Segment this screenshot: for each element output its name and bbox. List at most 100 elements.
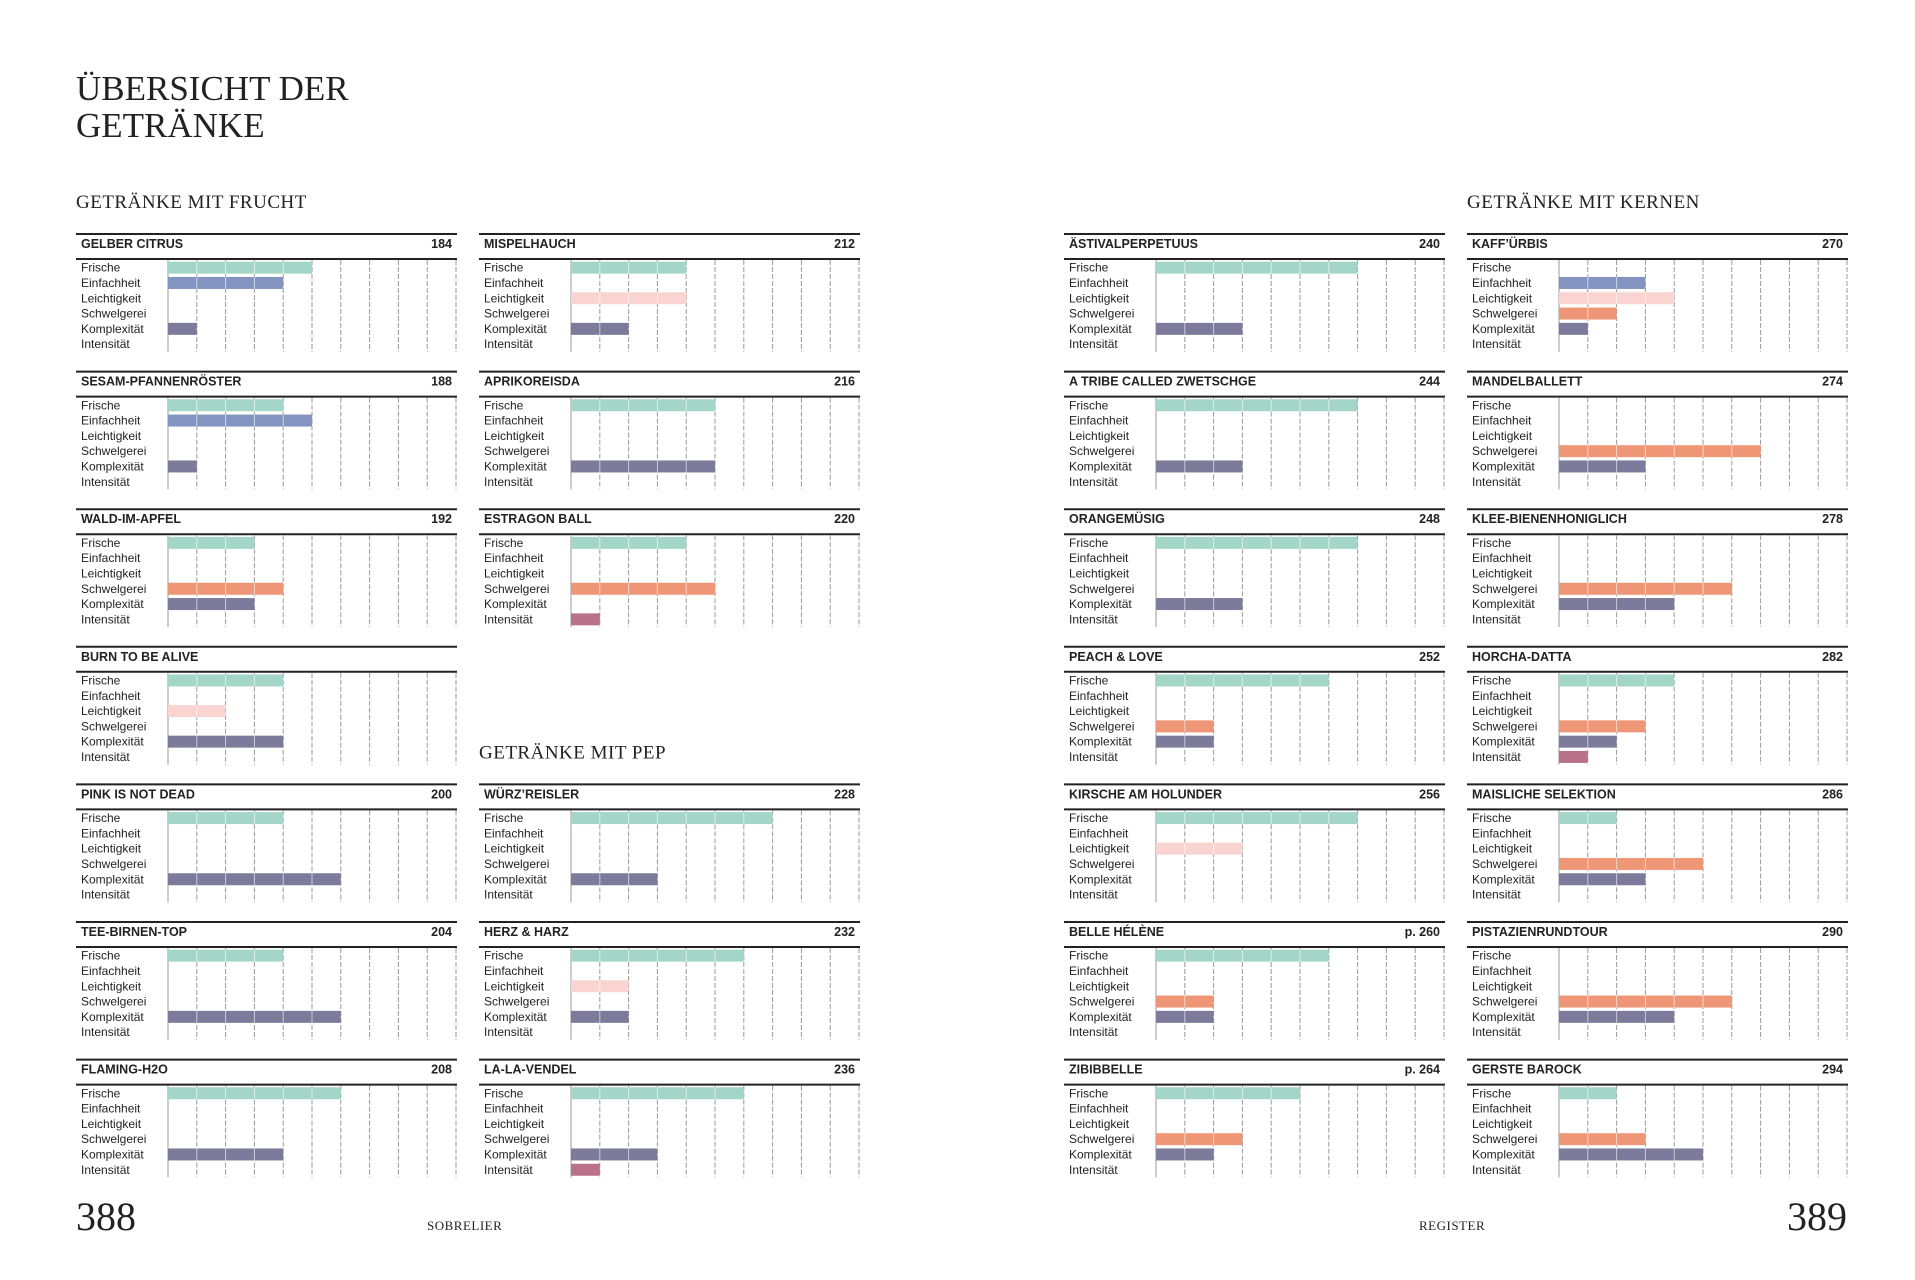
drink-name: ESTRAGON BALL	[484, 512, 592, 526]
attribute-label: Komplexität	[81, 322, 144, 336]
attribute-label: Leichtigkeit	[1069, 979, 1130, 993]
attribute-label: Einfachheit	[1069, 276, 1129, 290]
attribute-label: Frische	[484, 261, 524, 275]
drink-card: SESAM-PFANNENRÖSTER 188 Frische Einfachheit…	[76, 370, 457, 490]
bar	[571, 613, 600, 626]
page-ref: 274	[1822, 375, 1843, 389]
page-ref: 248	[1419, 512, 1440, 526]
attribute-label: Komplexität	[81, 872, 144, 886]
attribute-label: Schwelgerei	[484, 444, 549, 458]
attribute-label: Einfachheit	[1472, 1102, 1532, 1116]
bar	[1156, 460, 1243, 473]
drink-card: HORCHA-DATTA 282 Frische EinfachheitLeichti…	[1467, 645, 1848, 765]
attribute-label: Einfachheit	[81, 551, 141, 565]
attribute-label: Frische	[1472, 1086, 1512, 1100]
attribute-label: Intensität	[81, 750, 130, 764]
attribute-label: Frische	[1069, 1086, 1109, 1100]
page-ref: 290	[1822, 925, 1843, 939]
drink-name: KIRSCHE AM HOLUNDER	[1069, 787, 1222, 801]
attribute-label: Intensität	[1472, 475, 1521, 489]
bar	[1156, 536, 1358, 549]
attribute-label: Frische	[1069, 398, 1109, 412]
attribute-label: Intensität	[1069, 475, 1118, 489]
bar	[1559, 750, 1588, 763]
bar	[1156, 1133, 1243, 1146]
drink-card: APRIKOREISDA 216 Frische EinfachheitLeichti…	[479, 370, 860, 490]
attribute-label: Intensität	[1069, 750, 1118, 764]
drink-name: PISTAZIENRUNDTOUR	[1472, 925, 1608, 939]
bar	[1559, 1133, 1646, 1146]
page-ref: 252	[1419, 650, 1440, 664]
attribute-label: Intensität	[81, 888, 130, 902]
attribute-label: Intensität	[81, 1025, 130, 1039]
attribute-label: Leichtigkeit	[484, 1117, 545, 1131]
page-ref: p. 260	[1405, 925, 1440, 939]
drink-card: TEE-BIRNEN-TOP 204 FrischeEinfachheitLeich…	[76, 921, 457, 1040]
attribute-label: Intensität	[1069, 337, 1118, 351]
attribute-label: Intensität	[1472, 337, 1521, 351]
attribute-label: Frische	[1472, 673, 1512, 687]
bar	[1156, 261, 1358, 274]
attribute-label: Einfachheit	[1069, 414, 1129, 428]
attribute-label: Intensität	[484, 1163, 533, 1177]
drink-card: GELBER CITRUS 184 FrischeEinfachheitLeicht…	[76, 233, 457, 352]
page-ref: 220	[834, 512, 855, 526]
attribute-label: Schwelgerei	[1472, 444, 1537, 458]
drink-name: BURN TO BE ALIVE	[81, 650, 198, 664]
attribute-label: Komplexität	[1472, 597, 1535, 611]
attribute-label: Intensität	[81, 337, 130, 351]
attribute-label: Frische	[484, 811, 524, 825]
attribute-label: Frische	[1472, 949, 1512, 963]
attribute-label: Leichtigkeit	[81, 842, 142, 856]
attribute-label: Frische	[1069, 536, 1109, 550]
drink-name: KAFF’ÜRBIS	[1472, 236, 1548, 251]
attribute-label: Frische	[81, 811, 121, 825]
attribute-label: Intensität	[1069, 1163, 1118, 1177]
bar	[1156, 812, 1358, 825]
attribute-label: Einfachheit	[484, 1102, 544, 1116]
bar	[1559, 445, 1761, 458]
attribute-label: Intensität	[484, 1025, 533, 1039]
attribute-label: Frische	[484, 1086, 524, 1100]
attribute-label: Komplexität	[484, 597, 547, 611]
drink-name: GELBER CITRUS	[81, 237, 183, 251]
attribute-label: Einfachheit	[81, 414, 141, 428]
attribute-label: Leichtigkeit	[1069, 429, 1130, 443]
attribute-label: Schwelgerei	[81, 857, 146, 871]
page-ref: 256	[1419, 787, 1440, 801]
attribute-label: Komplexität	[81, 1147, 144, 1161]
bar	[168, 261, 312, 274]
page-ref: 270	[1822, 237, 1843, 251]
attribute-label: Leichtigkeit	[1472, 979, 1533, 993]
drink-card: BELLE HÉLÈNE p. 260 FrischeEinfachheitLeic…	[1064, 921, 1445, 1040]
bar	[571, 399, 715, 412]
attribute-label: Intensität	[1472, 1163, 1521, 1177]
bar	[571, 1163, 600, 1176]
bar	[571, 1148, 658, 1161]
drink-card: KIRSCHE AM HOLUNDER 256 FrischeEinfachheit…	[1064, 783, 1445, 903]
attribute-label: Schwelgerei	[484, 307, 549, 321]
attribute-label: Einfachheit	[1472, 826, 1532, 840]
drink-card: MISPELHAUCH 212 FrischeEinfachheitLeichtig…	[479, 233, 860, 352]
drink-name: SESAM-PFANNENRÖSTER	[81, 374, 241, 389]
attribute-label: Schwelgerei	[1472, 857, 1537, 871]
drink-card: WALD-IM-APFEL 192 FrischeEinfachheitLeicht…	[76, 508, 457, 627]
drink-card: ORANGEMÜSIG 248 FrischeEinfachheitLeichtig…	[1064, 508, 1445, 627]
drink-card: KAFF’ÜRBIS 270 FrischeEinfachheitLeichtigk…	[1467, 233, 1848, 352]
attribute-label: Intensität	[484, 337, 533, 351]
page-number: 388	[76, 1194, 136, 1239]
page-ref: 204	[431, 925, 452, 939]
attribute-label: Einfachheit	[1472, 414, 1532, 428]
attribute-label: Leichtigkeit	[484, 979, 545, 993]
drink-name: BELLE HÉLÈNE	[1069, 924, 1164, 939]
attribute-label: Schwelgerei	[1472, 307, 1537, 321]
attribute-label: Leichtigkeit	[1069, 842, 1130, 856]
page-ref: 286	[1822, 787, 1843, 801]
attribute-label: Komplexität	[1472, 459, 1535, 473]
attribute-label: Schwelgerei	[81, 444, 146, 458]
attribute-label: Intensität	[484, 612, 533, 626]
running-footer: SOBRELIER	[427, 1218, 502, 1233]
attribute-label: Leichtigkeit	[1472, 291, 1533, 305]
attribute-label: Komplexität	[1069, 1010, 1132, 1024]
attribute-label: Komplexität	[1472, 1010, 1535, 1024]
